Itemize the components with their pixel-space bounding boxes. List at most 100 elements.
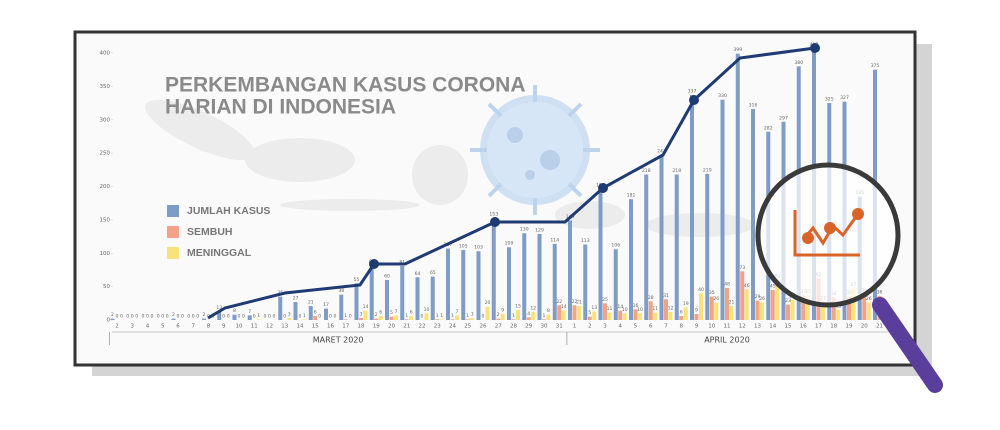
value-label: 26 (866, 296, 872, 302)
value-label: 4 (527, 311, 530, 317)
value-label: 218 (642, 168, 651, 174)
value-label: 0 (264, 314, 267, 320)
value-label: 26 (759, 296, 765, 302)
bar (805, 295, 810, 320)
bar (735, 53, 740, 320)
bar (110, 318, 115, 320)
bar (455, 315, 459, 320)
x-tick-label: 21 (876, 324, 883, 330)
bar (385, 279, 389, 320)
value-label: 55 (354, 277, 360, 283)
bar (847, 296, 851, 320)
bar (705, 173, 710, 320)
bar (751, 109, 755, 320)
bar (374, 318, 379, 320)
bar (801, 295, 806, 320)
value-label: 11 (652, 306, 658, 312)
bar (369, 265, 374, 320)
x-tick-label: 13 (754, 324, 761, 330)
value-label: 36 (877, 289, 883, 295)
value-label: 22 (572, 299, 578, 305)
bar (775, 279, 780, 320)
value-label: 1 (257, 313, 260, 319)
bar (446, 248, 450, 320)
x-tick-label: 11 (251, 324, 258, 330)
x-tick-label: 5 (634, 324, 638, 330)
value-label: 375 (871, 63, 880, 69)
x-tick-label: 20 (388, 324, 395, 330)
bar (694, 313, 699, 320)
bar (659, 155, 664, 320)
value-label: 330 (718, 93, 727, 99)
value-label: 21 (308, 299, 314, 305)
value-label: 17 (323, 302, 329, 308)
value-label: 0 (192, 314, 195, 320)
value-label: 1 (451, 313, 454, 319)
value-label: 13 (591, 305, 597, 311)
value-label: 6 (379, 309, 382, 315)
value-label: 0 (187, 314, 190, 320)
bar (247, 315, 252, 320)
value-label: 0 (238, 314, 241, 320)
value-label: 1 (303, 313, 306, 319)
bar (648, 301, 653, 320)
bar (836, 309, 841, 320)
bar (256, 319, 261, 320)
value-label: 0 (157, 314, 160, 320)
bar (354, 283, 359, 320)
value-label: 2 (203, 312, 206, 318)
bar (866, 302, 871, 320)
x-tick-label: 26 (480, 324, 487, 330)
value-label: 1 (543, 313, 546, 319)
value-label: 46 (744, 283, 750, 289)
value-label: 60 (384, 273, 390, 279)
x-tick-label: 1 (573, 324, 577, 330)
value-label: 3 (471, 311, 474, 317)
bar (511, 319, 516, 320)
value-label: 0 (283, 314, 286, 320)
bar (577, 305, 581, 320)
value-label: 0 (135, 314, 138, 320)
bar (491, 217, 496, 320)
x-tick-label: 19 (846, 324, 853, 330)
bar (339, 294, 344, 320)
bar (232, 314, 237, 320)
value-label: 0 (166, 314, 169, 320)
value-label: 15 (515, 303, 521, 309)
bar (755, 300, 760, 320)
value-label: 0 (151, 314, 154, 320)
bar (389, 316, 394, 320)
value-label: 219 (703, 167, 712, 173)
bar (714, 302, 719, 320)
x-tick-label: 6 (649, 324, 653, 330)
value-label: 2 (375, 312, 378, 318)
value-label: 129 (535, 227, 544, 233)
bar (572, 305, 577, 320)
x-tick-label: 18 (830, 324, 837, 330)
bar (568, 220, 572, 320)
value-label: 0 (131, 314, 134, 320)
x-tick-label: 16 (800, 324, 807, 330)
bar (378, 315, 383, 320)
value-label: 73 (739, 265, 745, 271)
value-label: 114 (550, 237, 559, 243)
bar (415, 277, 420, 320)
value-label: 7 (248, 309, 251, 315)
bar (607, 312, 612, 320)
x-tick-label: 28 (510, 324, 517, 330)
bar (690, 95, 694, 321)
bar (629, 199, 633, 320)
value-label: 35 (709, 290, 715, 296)
x-tick-label: 23 (434, 324, 441, 330)
bar (522, 233, 527, 320)
trend-line (207, 43, 820, 320)
value-label: 2 (172, 312, 175, 318)
bar (598, 189, 603, 320)
bar (638, 313, 642, 320)
x-tick-label: 19 (373, 324, 380, 330)
value-label: 19 (683, 301, 689, 307)
value-label: 0 (227, 314, 230, 320)
bar (470, 317, 475, 320)
value-label: 2 (111, 312, 114, 318)
bar (561, 310, 566, 320)
